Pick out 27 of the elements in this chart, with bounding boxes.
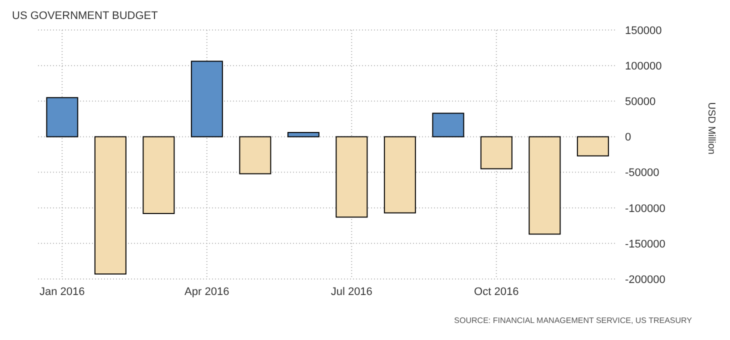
bar [432,112,464,138]
y-tick-label: 0 [625,132,632,144]
chart-title: US GOVERNMENT BUDGET [12,10,158,22]
y-tick-label: -50000 [625,167,660,180]
bar [94,136,126,275]
y-tick-label: 100000 [625,60,662,72]
bar [336,136,368,218]
x-tick-label: Apr 2016 [184,286,230,298]
y-tick-label: 50000 [625,96,656,108]
bar [239,136,272,174]
source-note: SOURCE: FINANCIAL MANAGEMENT SERVICE, US TREASURY [454,316,692,325]
bar [190,60,223,138]
bar [384,136,416,214]
bar [576,136,609,156]
y-tick-label: 150000 [625,24,662,37]
bar [528,136,561,235]
x-tick-label: Jan 2016 [39,286,85,298]
bar [287,132,320,138]
y-axis-title: USD Million [705,102,716,154]
x-tick-label: Jul 2016 [330,286,372,298]
y-tick-label: -150000 [625,238,666,250]
bar [142,136,175,214]
y-tick-label: -100000 [625,202,666,215]
bar [480,136,512,170]
x-tick-label: Oct 2016 [474,286,519,298]
bar [46,97,78,138]
y-tick-label: -200000 [625,274,666,286]
